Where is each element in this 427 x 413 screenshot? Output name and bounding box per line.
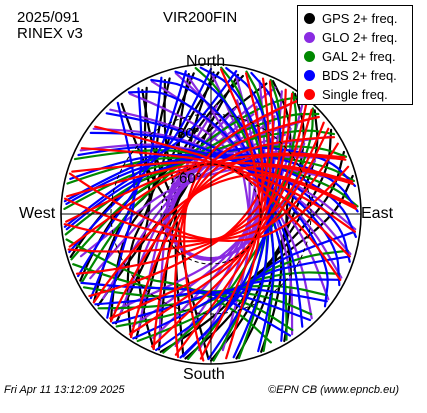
legend-label-gal: GAL 2+ freq. xyxy=(322,48,396,64)
bds-track xyxy=(94,290,311,322)
satellite-tracks xyxy=(63,66,359,362)
bds-track xyxy=(111,288,328,325)
legend-item-gps: GPS 2+ freq. xyxy=(304,10,398,26)
legend-label-single: Single freq. xyxy=(322,86,388,102)
single-track xyxy=(109,165,354,323)
bds-track xyxy=(89,87,143,300)
west-label: West xyxy=(19,205,56,222)
elevation-label-60: 60° xyxy=(179,170,202,187)
single-track xyxy=(80,147,351,258)
single-track xyxy=(66,163,357,208)
credit-text: ©EPN CB (www.epncb.eu) xyxy=(268,384,399,396)
single-track xyxy=(94,125,342,281)
single-track xyxy=(65,161,354,223)
date-code: 2025/091 xyxy=(17,9,80,26)
glo-color-dot xyxy=(304,31,315,43)
gps-track xyxy=(126,77,171,339)
station-title: VIR200FIN xyxy=(163,9,238,26)
legend-item-single: Single freq. xyxy=(304,86,388,102)
legend-label-bds: BDS 2+ freq. xyxy=(322,67,397,83)
single-color-dot xyxy=(304,88,315,100)
single-track xyxy=(88,77,270,298)
legend-item-gal: GAL 2+ freq. xyxy=(304,48,396,64)
legend-item-glo: GLO 2+ freq. xyxy=(304,29,398,45)
legend-label-gps: GPS 2+ freq. xyxy=(322,10,398,26)
bds-track xyxy=(63,67,213,228)
east-label: East xyxy=(361,205,394,222)
gal-color-dot xyxy=(304,50,315,62)
single-track xyxy=(183,98,302,362)
bds-track xyxy=(63,70,238,203)
single-track xyxy=(92,173,357,304)
generated-timestamp: Fri Apr 11 13:12:09 2025 xyxy=(4,384,125,396)
elevation-grid xyxy=(60,63,362,365)
single-track xyxy=(68,165,350,242)
rinex-version: RINEX v3 xyxy=(17,25,83,42)
elevation-label-30: 30° xyxy=(177,125,200,142)
single-track xyxy=(109,127,330,320)
bds-color-dot xyxy=(304,69,315,81)
bds-track xyxy=(106,101,136,319)
north-label: North xyxy=(186,53,226,70)
bds-track xyxy=(77,76,163,278)
legend: GPS 2+ freq. GLO 2+ freq. GAL 2+ freq. B… xyxy=(297,5,413,105)
south-label: South xyxy=(183,366,225,383)
single-track xyxy=(173,115,320,358)
legend-label-glo: GLO 2+ freq. xyxy=(322,29,398,45)
single-track xyxy=(63,142,339,241)
gal-track xyxy=(65,238,272,344)
single-track xyxy=(71,161,356,233)
bds-track xyxy=(80,281,292,337)
single-track xyxy=(67,103,308,253)
gps-color-dot xyxy=(304,12,315,24)
gps-track xyxy=(109,72,195,323)
bds-track xyxy=(68,70,187,254)
single-track xyxy=(68,152,346,248)
bds-track xyxy=(179,230,356,359)
legend-item-bds: BDS 2+ freq. xyxy=(304,67,397,83)
single-track xyxy=(75,88,287,275)
single-track xyxy=(152,136,336,351)
bds-track xyxy=(132,278,342,340)
single-track xyxy=(63,121,325,243)
bds-track xyxy=(155,255,351,352)
